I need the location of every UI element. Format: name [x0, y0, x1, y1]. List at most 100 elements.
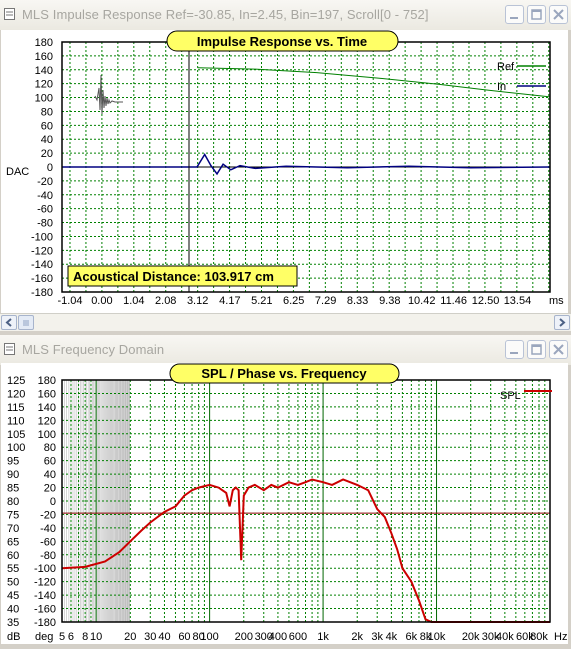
chart-title: Impulse Response vs. Time — [197, 34, 367, 49]
impulse-response-window: MLS Impulse Response Ref=-30.85, In=2.45… — [0, 0, 571, 331]
spl-tick-label: 70 — [7, 523, 19, 535]
scroll-left-button[interactable] — [1, 315, 17, 330]
phase-tick-label: -120 — [34, 577, 56, 589]
legend: Ref In — [497, 61, 546, 93]
y-tick-label: 120 — [35, 79, 53, 91]
scroll-thumb[interactable] — [18, 315, 34, 330]
chart-title-box — [169, 363, 400, 384]
y-tick-label: 80 — [41, 106, 53, 118]
spl-tick-label: 35 — [7, 617, 19, 629]
maximize-button[interactable] — [527, 5, 546, 24]
x-tick-label: 400 — [269, 631, 287, 643]
x-tick-label: 80 — [192, 631, 204, 643]
x-tick-label: 10k — [428, 631, 446, 643]
horizontal-scrollbar[interactable] — [0, 313, 571, 331]
legend-label: Ref — [497, 61, 515, 73]
x-tick-label: 6.25 — [283, 295, 304, 307]
y-tick-label: 40 — [41, 134, 53, 146]
phase-tick-label: 20 — [44, 483, 56, 495]
spl-tick-label: 80 — [7, 496, 19, 508]
x-tick-label: 10.42 — [408, 295, 436, 307]
minimize-button[interactable] — [505, 340, 524, 359]
x-tick-label: 300 — [255, 631, 273, 643]
spl-tick-label: 40 — [7, 604, 19, 616]
x-tick-label: 9.38 — [379, 295, 400, 307]
x-tick-label: 3k — [371, 631, 383, 643]
chevron-right-icon — [559, 318, 566, 327]
y-tick-label: 20 — [41, 148, 53, 160]
phase-tick-label: 60 — [44, 456, 56, 468]
phase-tick-label: -40 — [40, 523, 56, 535]
spl-tick-label: 65 — [7, 536, 19, 548]
frequency-domain-window: MLS Frequency Domain SPL / Phase vs. Fre… — [0, 335, 571, 644]
spl-tick-label: 50 — [7, 577, 19, 589]
x-tick-label: 10 — [90, 631, 102, 643]
x-tick-label: 100 — [200, 631, 218, 643]
spl-tick-label: 60 — [7, 550, 19, 562]
x-tick-labels: -1.04 0.00 1.04 2.08 3.12 4.17 5.21 6.25 7.29 8.3… — [57, 295, 531, 307]
spl-phase-chart[interactable]: SPL / Phase vs. Frequency 12512011511010… — [1, 363, 568, 644]
x-tick-label: 600 — [289, 631, 307, 643]
scroll-right-button[interactable] — [554, 315, 570, 330]
x-tick-label: 3.12 — [187, 295, 208, 307]
x-tick-label: 7.29 — [315, 295, 336, 307]
grip-icon — [23, 320, 29, 326]
series-line-spl — [61, 478, 550, 623]
phase-tick-label: -100 — [34, 563, 56, 575]
series-lines — [62, 67, 551, 176]
x-tick-label: 1k — [317, 631, 329, 643]
annotation-box — [67, 265, 298, 287]
y-tick-label: 140 — [35, 65, 53, 77]
chart-title: SPL / Phase vs. Frequency — [201, 366, 367, 381]
y-tick-label: -60 — [37, 204, 53, 216]
close-button[interactable] — [549, 340, 568, 359]
phase-tick-label: -60 — [40, 536, 56, 548]
acoustical-distance-label: Acoustical Distance: 103.917 cm — [73, 269, 274, 284]
y-tick-label: -160 — [31, 273, 53, 285]
phase-tick-label: -140 — [34, 590, 56, 602]
close-button[interactable] — [549, 5, 568, 24]
x-tick-label: 200 — [235, 631, 253, 643]
x-tick-label: 20k — [462, 631, 480, 643]
maximize-icon — [531, 344, 542, 355]
spl-tick-label: 120 — [7, 388, 25, 400]
x-tick-label: 6k — [406, 631, 418, 643]
spl-tick-label: 90 — [7, 469, 19, 481]
x-tick-label: 40 — [158, 631, 170, 643]
frequency-plot-area: SPL / Phase vs. Frequency 125 120 115 110 10… — [1, 363, 568, 644]
y-tick-label: 100 — [35, 93, 53, 105]
x-tick-label: 2.08 — [155, 295, 176, 307]
title-bar[interactable]: MLS Impulse Response Ref=-30.85, In=2.45… — [0, 0, 571, 30]
spl-tick-label: 75 — [7, 509, 19, 521]
phase-tick-label: 0 — [50, 496, 56, 508]
legend-label: SPL — [500, 390, 521, 402]
y-axis-label: DAC — [6, 166, 29, 178]
x-tick-label: 13.54 — [504, 295, 532, 307]
x-tick-label: 1.04 — [123, 295, 144, 307]
x-tick-label: 11.46 — [440, 295, 467, 307]
x-tick-label: 5 — [59, 631, 65, 643]
phase-tick-label: 40 — [44, 469, 56, 481]
grid — [62, 41, 550, 293]
chart-title-box — [166, 30, 399, 52]
spl-tick-label: 105 — [7, 429, 25, 441]
x-tick-label: 20 — [124, 631, 136, 643]
phase-tick-label: -20 — [40, 509, 56, 521]
x-tick-label: 40k — [496, 631, 514, 643]
impulse-response-chart[interactable]: Impulse Response vs. Time 180 160 140 120 10… — [1, 30, 568, 313]
legend-label: In — [497, 81, 506, 93]
x-tick-label: 0.00 — [91, 295, 112, 307]
title-bar[interactable]: MLS Frequency Domain — [0, 335, 571, 365]
series-line-in — [62, 153, 551, 176]
x-tick-label: -1.04 — [57, 295, 82, 307]
phase-tick-label: -180 — [34, 617, 56, 629]
app-icon — [4, 343, 15, 355]
spl-tick-label: 115 — [7, 402, 25, 414]
maximize-button[interactable] — [527, 340, 546, 359]
x-tick-label: 30k — [482, 631, 500, 643]
impulse-thumbnail — [94, 74, 123, 115]
minimize-button[interactable] — [505, 5, 524, 24]
y-tick-label: -80 — [37, 218, 53, 230]
